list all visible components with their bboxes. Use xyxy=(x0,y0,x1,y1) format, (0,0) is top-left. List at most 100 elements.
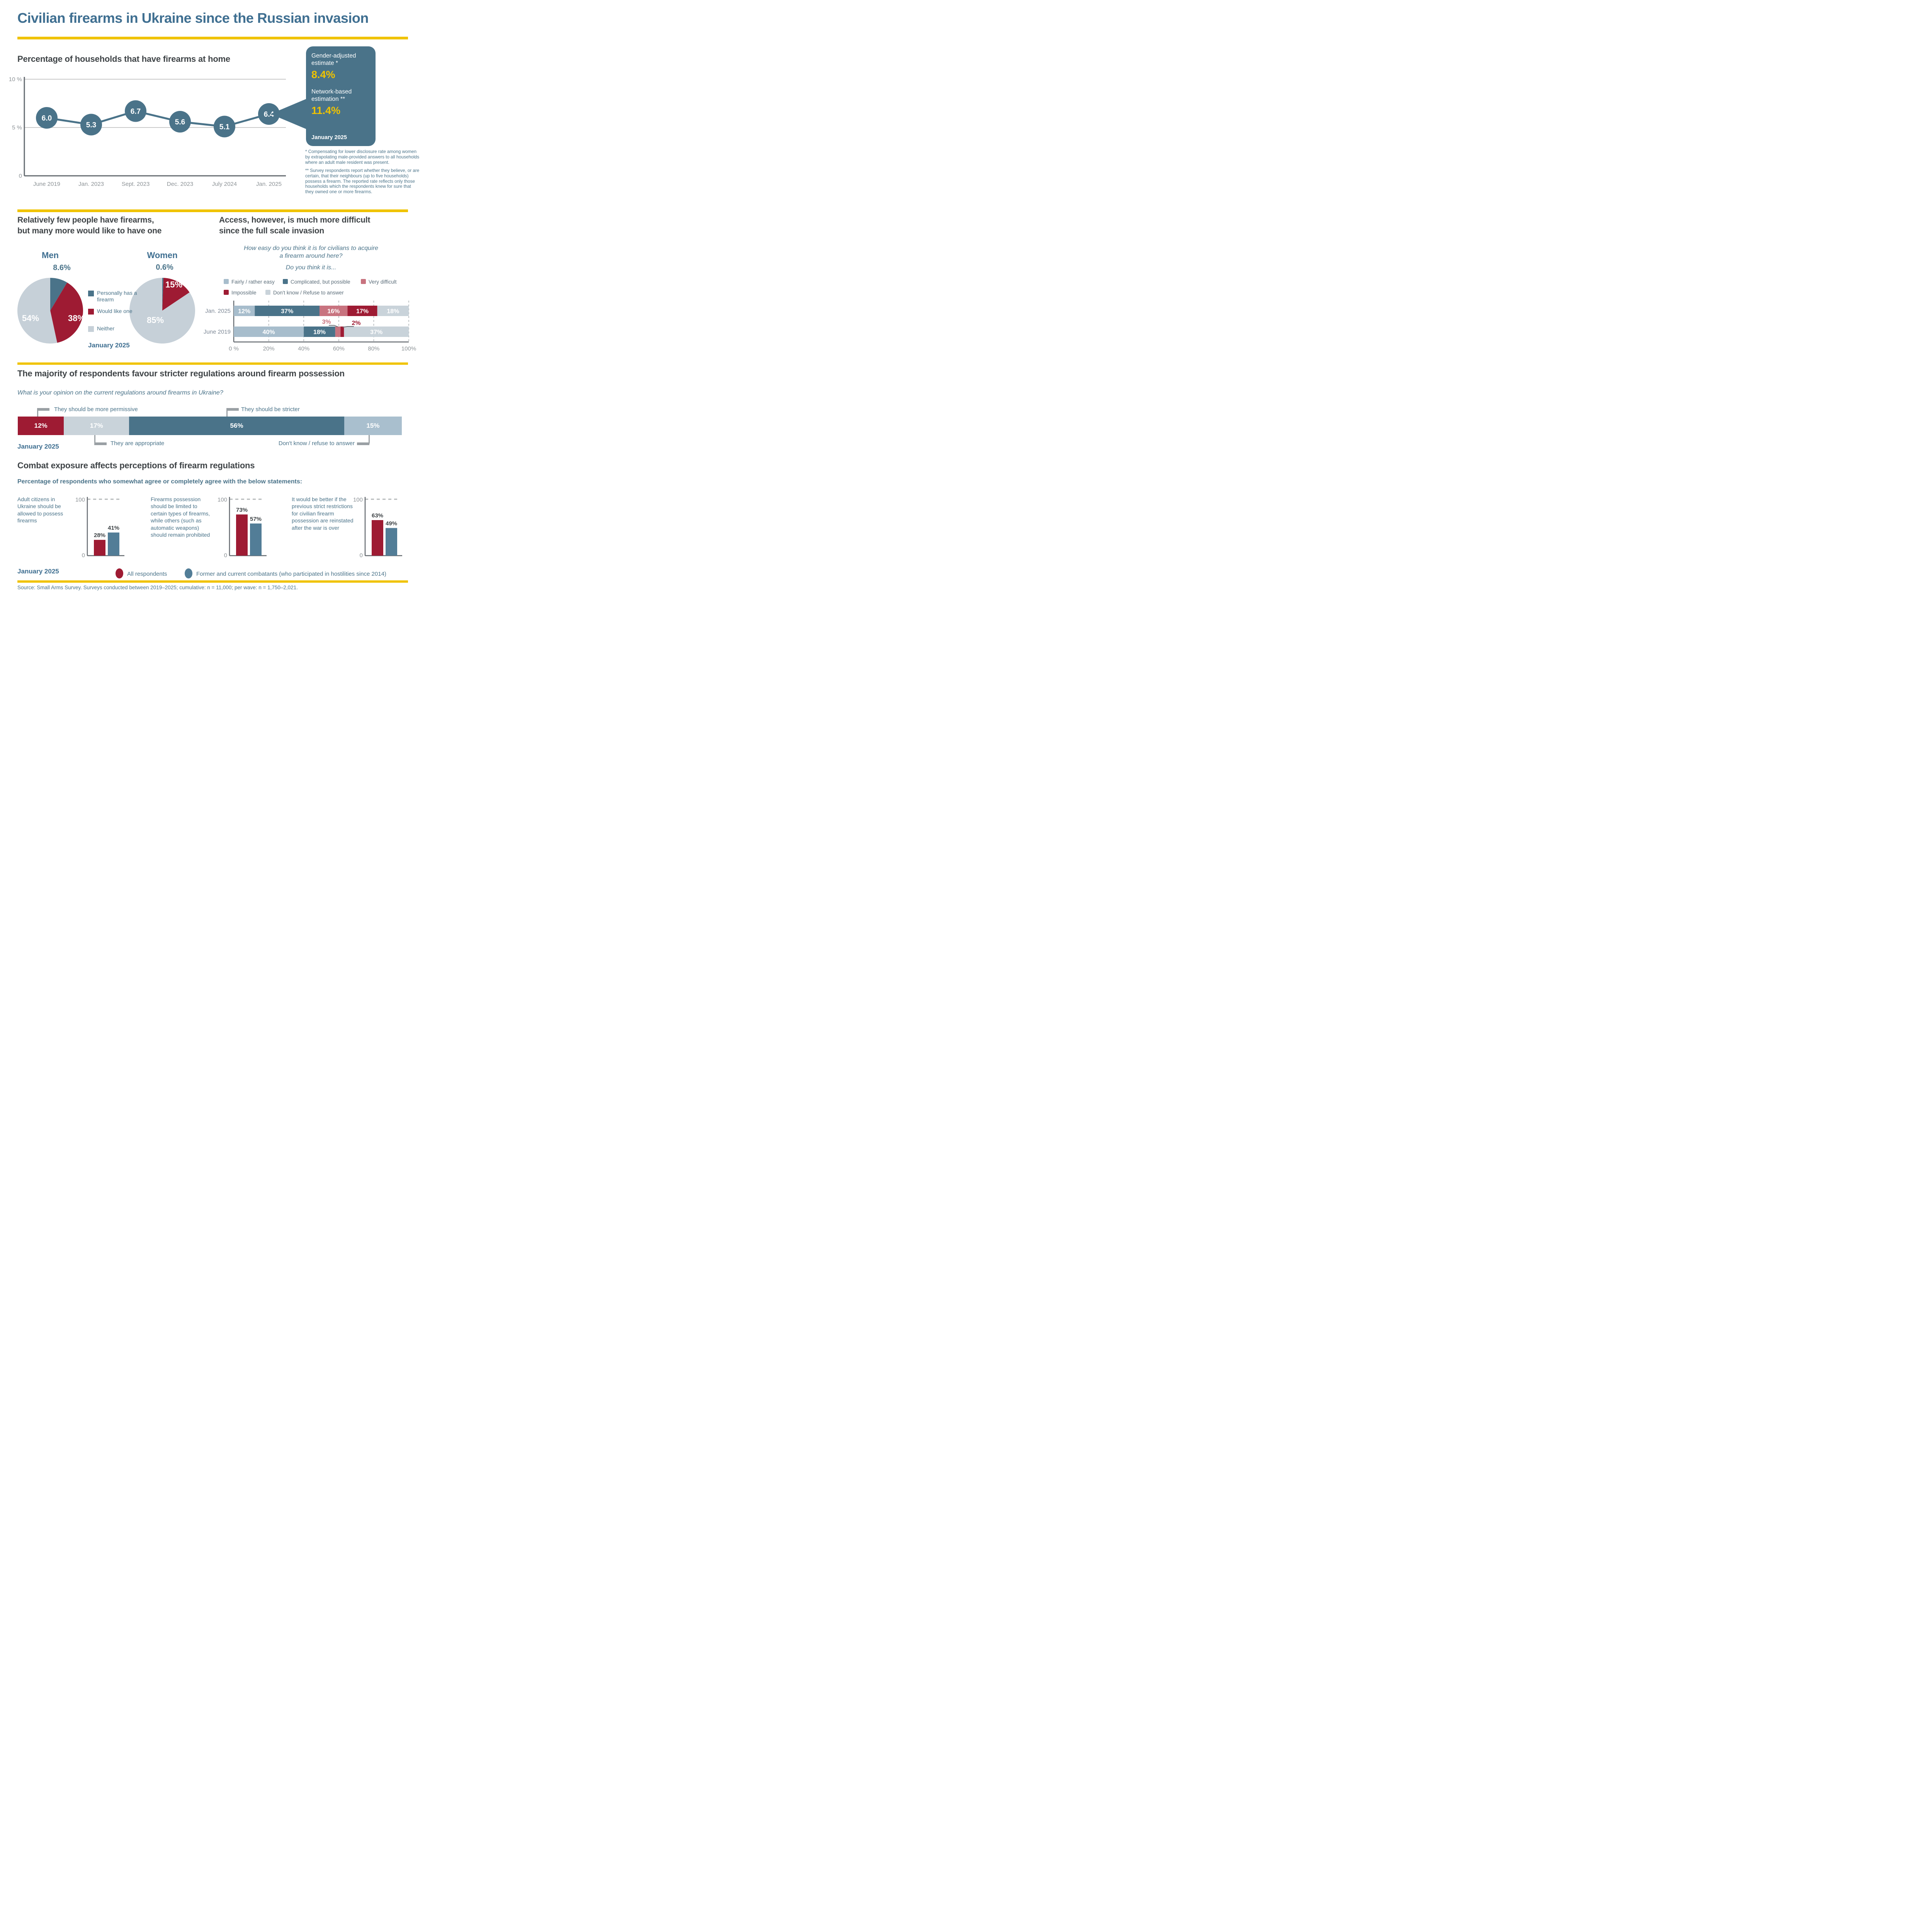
footnote-2: ** Survey respondents report whether the… xyxy=(305,168,420,195)
bar-segment xyxy=(347,306,377,316)
pie-slice xyxy=(50,278,67,311)
household-chart-title: Percentage of households that have firea… xyxy=(17,54,230,64)
legend-item-impossible: Impossible xyxy=(224,289,257,296)
pie-inside-label: 54% xyxy=(22,313,39,323)
bar-segment-label: 40% xyxy=(263,329,275,336)
annotation-more-permissive: They should be more permissive xyxy=(54,406,138,413)
bar-value-label: 41% xyxy=(108,525,119,531)
bar-segment-label: 12% xyxy=(238,308,250,315)
bar-segment-label: 16% xyxy=(327,308,340,315)
gender-adjusted-value: 8.4% xyxy=(311,68,335,80)
gender-adjusted-label: Gender-adjusted estimate * xyxy=(311,53,356,66)
bar-segment xyxy=(319,306,348,316)
data-point xyxy=(80,114,102,136)
row-label: Jan. 2025 xyxy=(205,308,231,315)
complicated-swatch xyxy=(283,279,288,284)
bar-segment xyxy=(255,306,320,316)
data-point-value: 6.4 xyxy=(264,111,274,119)
access-question-line2: a firearm around here? xyxy=(279,253,343,259)
legend-item-dont-know: Don't know / Refuse to answer xyxy=(265,289,344,296)
impossible-swatch xyxy=(224,290,229,295)
annotation-stricter: They should be stricter xyxy=(241,406,300,413)
y-tick-label: 0 xyxy=(224,552,227,559)
access-question-line1: How easy do you think it is for civilian… xyxy=(244,245,378,252)
ownership-pie-charts: 8.6% 38% 54% 0.6% 15% 85% xyxy=(17,263,195,344)
callout-tail-shape xyxy=(270,99,307,129)
legend-item-neither: Neither xyxy=(88,325,139,332)
bar xyxy=(236,514,248,556)
legend-item-fairly-easy: Fairly / rather easy xyxy=(224,279,275,286)
connector-line xyxy=(37,410,38,417)
bar xyxy=(250,523,262,556)
regulation-segment-label: 15% xyxy=(366,422,380,429)
all-respondents-marker xyxy=(116,568,123,578)
combat-bar-chart-1: 100 0 28%41% xyxy=(75,497,124,559)
footnotes: * Compensating for lower disclosure rate… xyxy=(305,149,420,195)
bar xyxy=(386,528,397,556)
legend-item-has-firearm: Personally has a firearm xyxy=(88,290,139,303)
row-label: June 2019 xyxy=(204,329,231,335)
x-tick-label: 40% xyxy=(298,345,309,352)
men-pie-title: Men xyxy=(42,250,59,260)
y-tick-label: 5 % xyxy=(12,124,22,131)
bar-segment xyxy=(377,306,409,316)
callout-date: January 2025 xyxy=(311,134,347,141)
pie-slice xyxy=(162,278,190,311)
access-stacked-bar-chart: Jan. 2025 12% 37% 16% 17% 18% June 2019 40% 18% 3… xyxy=(204,301,416,352)
connector-line xyxy=(329,325,338,327)
pie-slice xyxy=(50,282,83,343)
y-tick-label: 0 xyxy=(360,552,363,559)
regulation-segment-label: 56% xyxy=(230,422,243,429)
combatants-marker xyxy=(185,568,192,578)
bar-segment xyxy=(340,327,344,337)
bar-segment-label: 17% xyxy=(356,308,369,315)
legend-item-complicated: Complicated, but possible xyxy=(283,279,350,286)
combat-header: Combat exposure affects perceptions of f… xyxy=(17,461,255,470)
pie-outside-label: 8.6% xyxy=(53,264,71,272)
access-question-line3: Do you think it is... xyxy=(286,264,337,271)
x-tick-label: 100% xyxy=(401,345,416,352)
divider xyxy=(17,37,408,39)
pie-slice xyxy=(162,278,164,311)
bar-segment xyxy=(335,327,341,337)
all-respondents-label: All respondents xyxy=(127,571,167,577)
pie-inside-label: 85% xyxy=(147,315,164,325)
statement-3: It would be better if the previous stric… xyxy=(292,496,354,531)
network-based-value: 11.4% xyxy=(311,104,341,116)
data-point-value: 5.1 xyxy=(219,123,230,131)
combat-bar-chart-3: 100 0 63%49% xyxy=(353,497,402,559)
x-tick-label: 0 % xyxy=(229,345,239,352)
ownership-date: January 2025 xyxy=(88,342,130,349)
pie-slice xyxy=(17,278,58,344)
has-firearm-swatch xyxy=(88,291,94,296)
bar-value-label: 63% xyxy=(372,512,383,519)
combat-subheader: Percentage of respondents who somewhat a… xyxy=(17,478,303,485)
trend-line xyxy=(46,110,269,128)
regulation-question: What is your opinion on the current regu… xyxy=(17,389,223,396)
connector-tick xyxy=(226,408,239,411)
bar xyxy=(372,520,383,556)
x-tick-label: 20% xyxy=(263,345,275,352)
legend-item-would-like: Would like one xyxy=(88,308,139,315)
pie-inside-label: 15% xyxy=(165,280,182,289)
connector-line xyxy=(226,410,228,417)
data-point xyxy=(169,111,191,133)
legend-item-very-difficult: Very difficult xyxy=(361,279,397,286)
x-tick-label: Jan. 2023 xyxy=(78,181,104,187)
statement-2: Firearms possession should be limited to… xyxy=(151,496,210,538)
fairly-easy-swatch xyxy=(224,279,229,284)
regulation-segment: 15% xyxy=(344,417,402,435)
y-tick-label: 0 xyxy=(82,552,85,559)
data-point-value: 6.7 xyxy=(131,108,141,116)
neither-swatch xyxy=(88,326,94,332)
network-based-label: Network-based estimation ** xyxy=(311,88,352,102)
bar-segment-label: 37% xyxy=(281,308,293,315)
y-tick-label: 100 xyxy=(218,497,227,503)
source-note: Source: Small Arms Survey. Surveys condu… xyxy=(17,585,298,590)
would-like-swatch xyxy=(88,309,94,315)
divider xyxy=(17,209,408,212)
bar-value-label: 28% xyxy=(94,532,105,539)
data-point xyxy=(258,103,280,125)
x-tick-label: Dec. 2023 xyxy=(167,181,193,187)
small-segment-label: 3% xyxy=(322,319,331,325)
